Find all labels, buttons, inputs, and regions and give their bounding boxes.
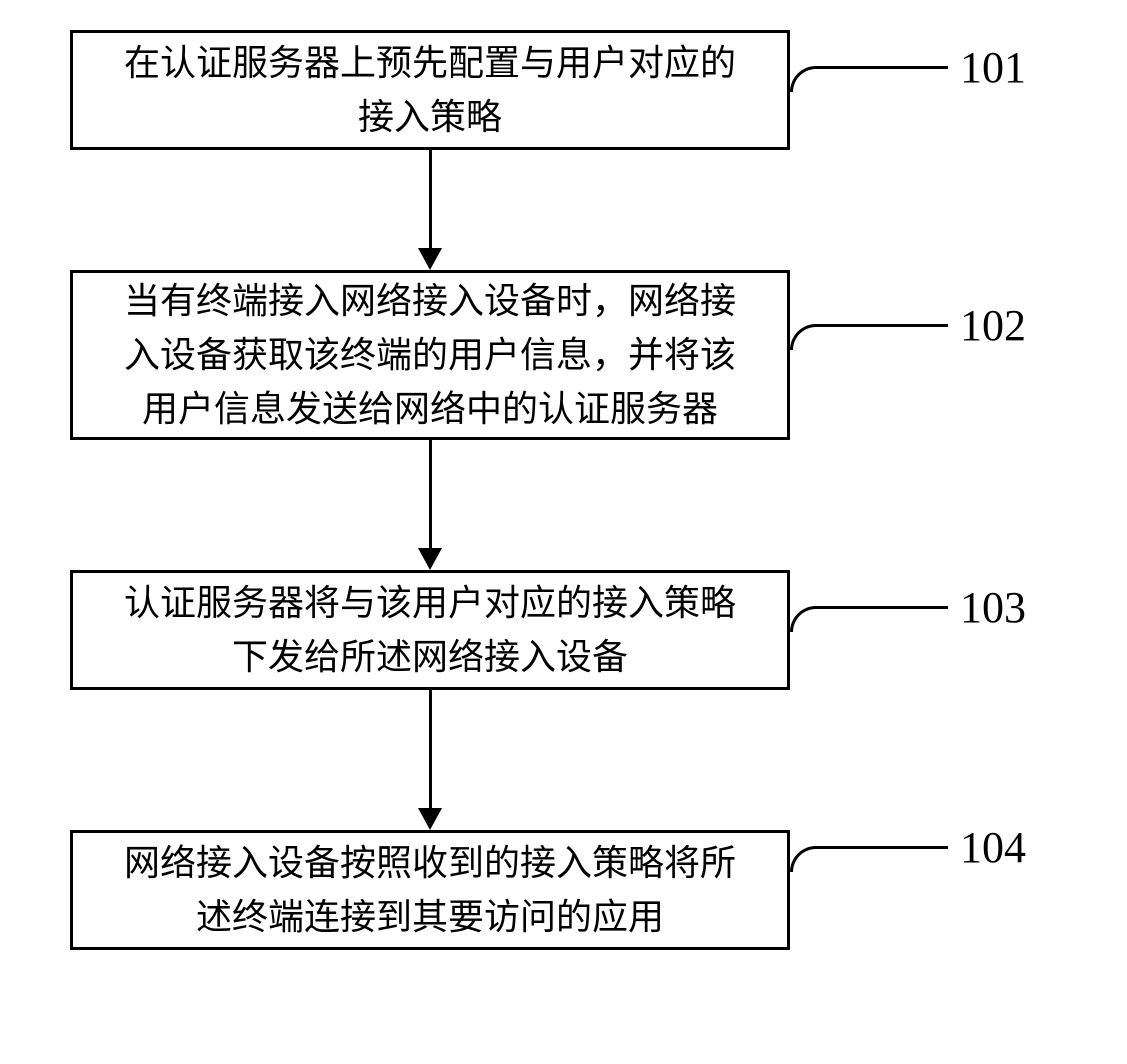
callout-line <box>816 846 948 849</box>
callout-line <box>816 324 948 327</box>
flow-node-n4: 网络接入设备按照收到的接入策略将所 述终端连接到其要访问的应用 <box>70 830 790 950</box>
callout-curve <box>790 606 816 632</box>
step-label: 103 <box>960 582 1026 633</box>
arrow-head-icon <box>418 248 442 270</box>
flow-node-text: 在认证服务器上预先配置与用户对应的 接入策略 <box>124 36 736 144</box>
arrow-line <box>429 150 432 248</box>
flow-node-text: 当有终端接入网络接入设备时，网络接 入设备获取该终端的用户信息，并将该 用户信息… <box>124 274 736 436</box>
callout-curve <box>790 846 816 872</box>
arrow-head-icon <box>418 808 442 830</box>
callout-curve <box>790 324 816 350</box>
callout-curve <box>790 66 816 92</box>
flow-node-n3: 认证服务器将与该用户对应的接入策略 下发给所述网络接入设备 <box>70 570 790 690</box>
arrow-head-icon <box>418 548 442 570</box>
step-label: 102 <box>960 300 1026 351</box>
flow-node-n2: 当有终端接入网络接入设备时，网络接 入设备获取该终端的用户信息，并将该 用户信息… <box>70 270 790 440</box>
arrow-line <box>429 440 432 548</box>
flow-node-text: 网络接入设备按照收到的接入策略将所 述终端连接到其要访问的应用 <box>124 836 736 944</box>
step-label: 101 <box>960 42 1026 93</box>
flow-node-n1: 在认证服务器上预先配置与用户对应的 接入策略 <box>70 30 790 150</box>
flow-node-text: 认证服务器将与该用户对应的接入策略 下发给所述网络接入设备 <box>124 576 736 684</box>
callout-line <box>816 606 948 609</box>
flowchart-canvas: 在认证服务器上预先配置与用户对应的 接入策略当有终端接入网络接入设备时，网络接 … <box>0 0 1127 1064</box>
step-label: 104 <box>960 822 1026 873</box>
callout-line <box>816 66 948 69</box>
arrow-line <box>429 690 432 808</box>
